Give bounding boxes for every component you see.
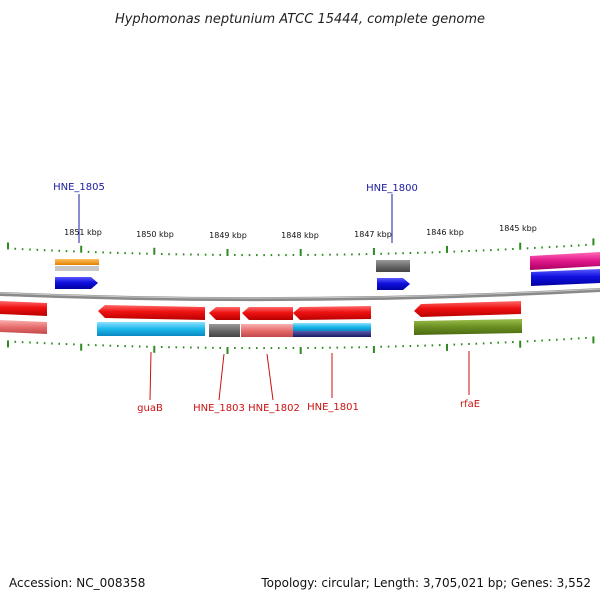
label-leader-line [266, 353, 274, 401]
feature-navy-bar[interactable] [293, 331, 371, 337]
feature-salmon-bar[interactable] [0, 320, 47, 334]
gene-hne1803-arrow[interactable] [209, 307, 240, 320]
gene-rfae-arrow[interactable] [414, 301, 521, 317]
ruler-ticks-inner [7, 336, 595, 354]
gene-label-hne1802[interactable]: HNE_1802 [248, 403, 300, 414]
upper-gene-labels: HNE_1805 HNE_1800 [53, 182, 418, 243]
chromosome-backbone-highlight [0, 288, 600, 299]
label-leader-line [149, 351, 152, 401]
gene-hne1801-arrow[interactable] [293, 306, 371, 320]
lower-feature-tracks [0, 301, 522, 337]
gene-hne1805-arrow[interactable] [55, 277, 98, 289]
ruler-label: 1850 kbp [136, 230, 174, 239]
ruler-ticks-outer [7, 238, 595, 257]
ruler-label: 1851 kbp [64, 228, 102, 237]
ruler-labels: 1851 kbp 1850 kbp 1849 kbp 1848 kbp 1847… [64, 224, 537, 240]
ruler-label: 1849 kbp [209, 231, 247, 240]
accession-text: Accession: NC_008358 [9, 576, 145, 590]
feature-magenta-bar[interactable] [530, 252, 600, 270]
ruler-label: 1846 kbp [426, 228, 464, 237]
feature-cyan-bar[interactable] [97, 322, 205, 336]
feature-olive-bar[interactable] [414, 319, 522, 335]
feature-gray-bar[interactable] [376, 260, 410, 272]
upper-feature-tracks [55, 252, 600, 290]
gene-label-guab[interactable]: guaB [137, 403, 163, 414]
ruler-label: 1848 kbp [281, 231, 319, 240]
gene-label-hne1801[interactable]: HNE_1801 [307, 402, 359, 413]
gene-label-hne1803[interactable]: HNE_1803 [193, 403, 245, 414]
gene-label-hne1805[interactable]: HNE_1805 [53, 182, 105, 193]
gene-guab-arrow[interactable] [98, 305, 205, 320]
gene-label-hne1800[interactable]: HNE_1800 [366, 183, 418, 194]
gene-hne1802-arrow[interactable] [242, 307, 293, 320]
chromosome-backbone [0, 288, 600, 302]
ruler-label: 1845 kbp [499, 224, 537, 233]
feature-cyan-bar[interactable] [293, 323, 371, 331]
gene-label-rfae[interactable]: rfaE [460, 399, 480, 410]
reverse-gene-red-arrow[interactable] [0, 301, 47, 316]
forward-gene-blue-arrow[interactable] [531, 269, 600, 286]
label-leader-line [218, 353, 225, 401]
genome-summary-text: Topology: circular; Length: 3,705,021 bp… [260, 576, 591, 590]
lower-gene-labels: guaB HNE_1803 HNE_1802 HNE_1801 rfaE [137, 351, 480, 414]
ruler-label: 1847 kbp [354, 230, 392, 239]
gene-hne1800-arrow[interactable] [377, 278, 410, 290]
genome-title: Hyphomonas neptunium ATCC 15444, complet… [115, 12, 485, 27]
feature-gray-bar[interactable] [55, 266, 99, 271]
feature-gray-bar[interactable] [209, 324, 240, 337]
feature-salmon-bar[interactable] [241, 324, 293, 337]
feature-orange-bar[interactable] [55, 259, 99, 265]
